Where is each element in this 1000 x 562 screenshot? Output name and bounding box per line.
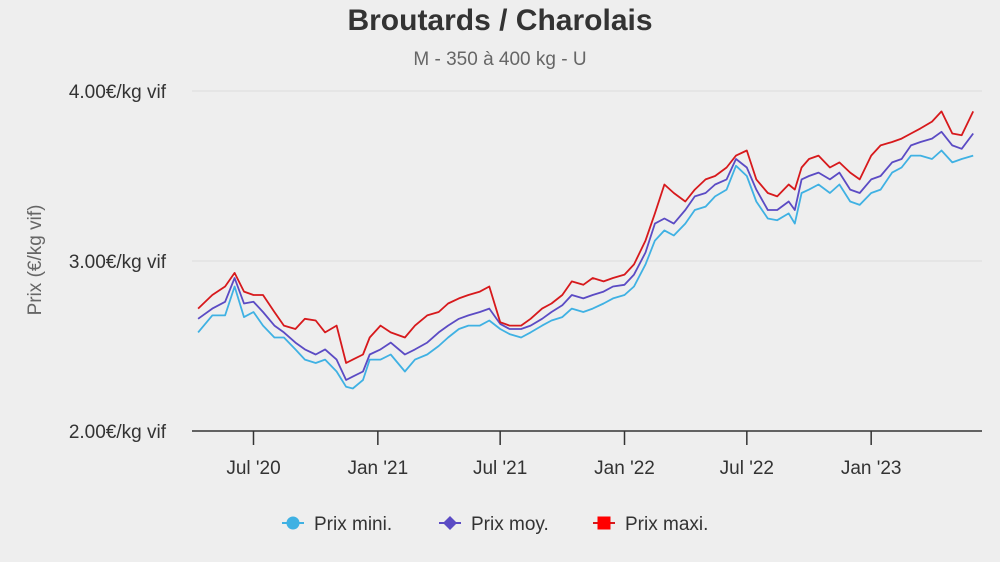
legend-marker-diamond xyxy=(443,516,457,530)
y-tick-label: 2.00€/kg vif xyxy=(69,422,167,443)
grid-lines xyxy=(192,90,982,262)
y-tick-label: 4.00€/kg vif xyxy=(69,82,167,103)
series-line-0 xyxy=(197,149,974,390)
x-tick-label: Jan '23 xyxy=(841,458,902,479)
y-axis-label: Prix (€/kg vif) xyxy=(25,205,46,316)
y-tick-label: 3.00€/kg vif xyxy=(69,252,167,273)
legend-marker-square xyxy=(597,516,611,530)
legend-marker-circle xyxy=(286,516,300,530)
series-lines xyxy=(197,110,975,390)
series-line-2 xyxy=(197,110,975,364)
y-axis-ticks: 2.00€/kg vif 3.00€/kg vif 4.00€/kg vif xyxy=(69,82,167,443)
x-tick-label: Jul '22 xyxy=(720,458,774,479)
legend-label: Prix maxi. xyxy=(625,514,708,535)
chart-title: Broutards / Charolais xyxy=(347,4,652,37)
x-axis-ticks: Jul '20 Jan '21 Jul '21 Jan '22 Jul '22 Jan '… xyxy=(226,431,902,479)
series-line-1 xyxy=(197,130,974,381)
x-tick-label: Jul '20 xyxy=(226,458,280,479)
x-tick-label: Jul '21 xyxy=(473,458,527,479)
x-tick-label: Jan '21 xyxy=(347,458,408,479)
legend-label: Prix moy. xyxy=(471,514,549,535)
legend: Prix mini. Prix moy. Prix maxi. xyxy=(282,514,708,535)
legend-label: Prix mini. xyxy=(314,514,392,535)
chart-subtitle: M - 350 à 400 kg - U xyxy=(413,49,586,70)
x-tick-label: Jan '22 xyxy=(594,458,655,479)
